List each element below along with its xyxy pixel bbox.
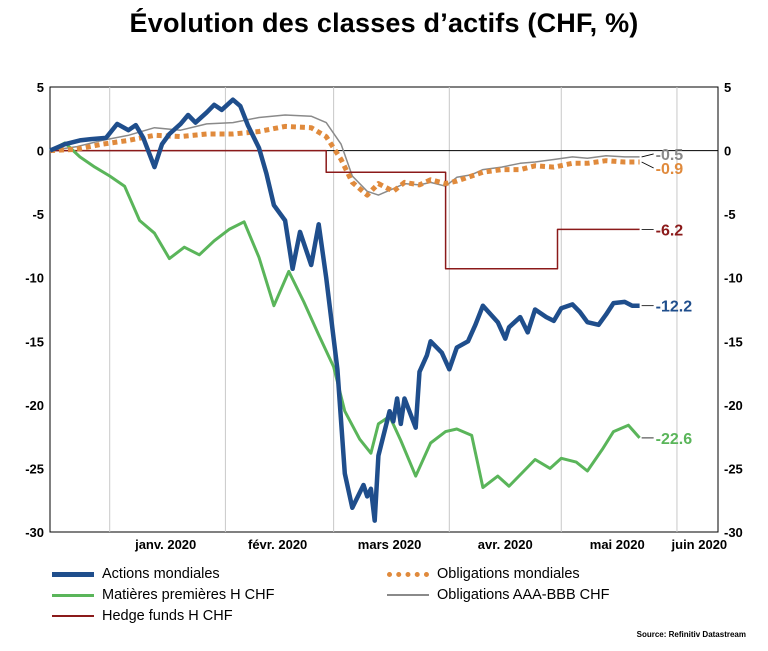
series-end-label: -0.9: [656, 161, 684, 178]
y-tick-label-right: -10: [724, 271, 743, 286]
x-tick-label: févr. 2020: [248, 537, 307, 552]
series-line: [49, 141, 641, 489]
plot-frame: [49, 86, 719, 533]
chart-title: Évolution des classes d’actifs (CHF, %): [129, 8, 639, 38]
y-tick-label-left: -10: [25, 271, 44, 286]
legend-item-actions: Actions mondiales: [52, 566, 220, 582]
y-tick-label-right: -5: [724, 207, 736, 222]
series-end-label: -12.2: [656, 299, 693, 316]
legend-label: Obligations mondiales: [437, 566, 580, 582]
x-tick-label: mai 2020: [590, 537, 645, 552]
y-tick-label-right: 0: [724, 144, 731, 159]
legend-item-aaa-bbb: Obligations AAA-BBB CHF: [387, 587, 609, 603]
y-tick-label-left: -15: [25, 334, 44, 349]
y-tick-label-right: 5: [724, 80, 731, 95]
legend-label: Hedge funds H CHF: [102, 608, 233, 624]
y-tick-label-left: -5: [32, 207, 44, 222]
legend-label: Matières premières H CHF: [102, 587, 275, 603]
series-line: [49, 123, 640, 198]
y-tick-label-left: -25: [25, 461, 44, 476]
legend-swatch: [387, 571, 429, 577]
y-tick-label-left: -20: [25, 398, 44, 413]
legend-item-obligations: Obligations mondiales: [387, 566, 580, 582]
y-tick-label-right: -15: [724, 334, 743, 349]
legend-swatch: [387, 594, 429, 596]
legend-swatch: [52, 615, 94, 617]
legend-swatch: [52, 571, 94, 577]
end-label-leader: [641, 161, 654, 169]
x-tick-label: janv. 2020: [134, 537, 196, 552]
series-end-label: -6.2: [656, 222, 684, 239]
legend-item-matieres: Matières premières H CHF: [52, 587, 274, 603]
end-label-leader: [641, 153, 654, 158]
series-line: [50, 149, 640, 270]
x-tick-label: mars 2020: [358, 537, 422, 552]
series-end-label: -0.5: [656, 147, 684, 164]
series-end-label: -22.6: [656, 431, 693, 448]
source-note: Source: Refinitiv Datastream: [636, 630, 746, 639]
y-tick-label-left: 5: [37, 80, 44, 95]
x-tick-label: juin 2020: [671, 537, 728, 552]
y-tick-label-left: -30: [25, 525, 44, 540]
legend-swatch: [52, 593, 94, 597]
y-tick-label-left: 0: [37, 144, 44, 159]
legend-label: Actions mondiales: [102, 566, 220, 582]
y-tick-label-right: -30: [724, 525, 743, 540]
legend-label: Obligations AAA-BBB CHF: [437, 587, 610, 603]
series-line: [49, 97, 640, 523]
y-tick-label-right: -25: [724, 461, 743, 476]
x-tick-label: avr. 2020: [478, 537, 533, 552]
y-tick-label-right: -20: [724, 398, 743, 413]
legend-item-hedge: Hedge funds H CHF: [52, 608, 233, 624]
